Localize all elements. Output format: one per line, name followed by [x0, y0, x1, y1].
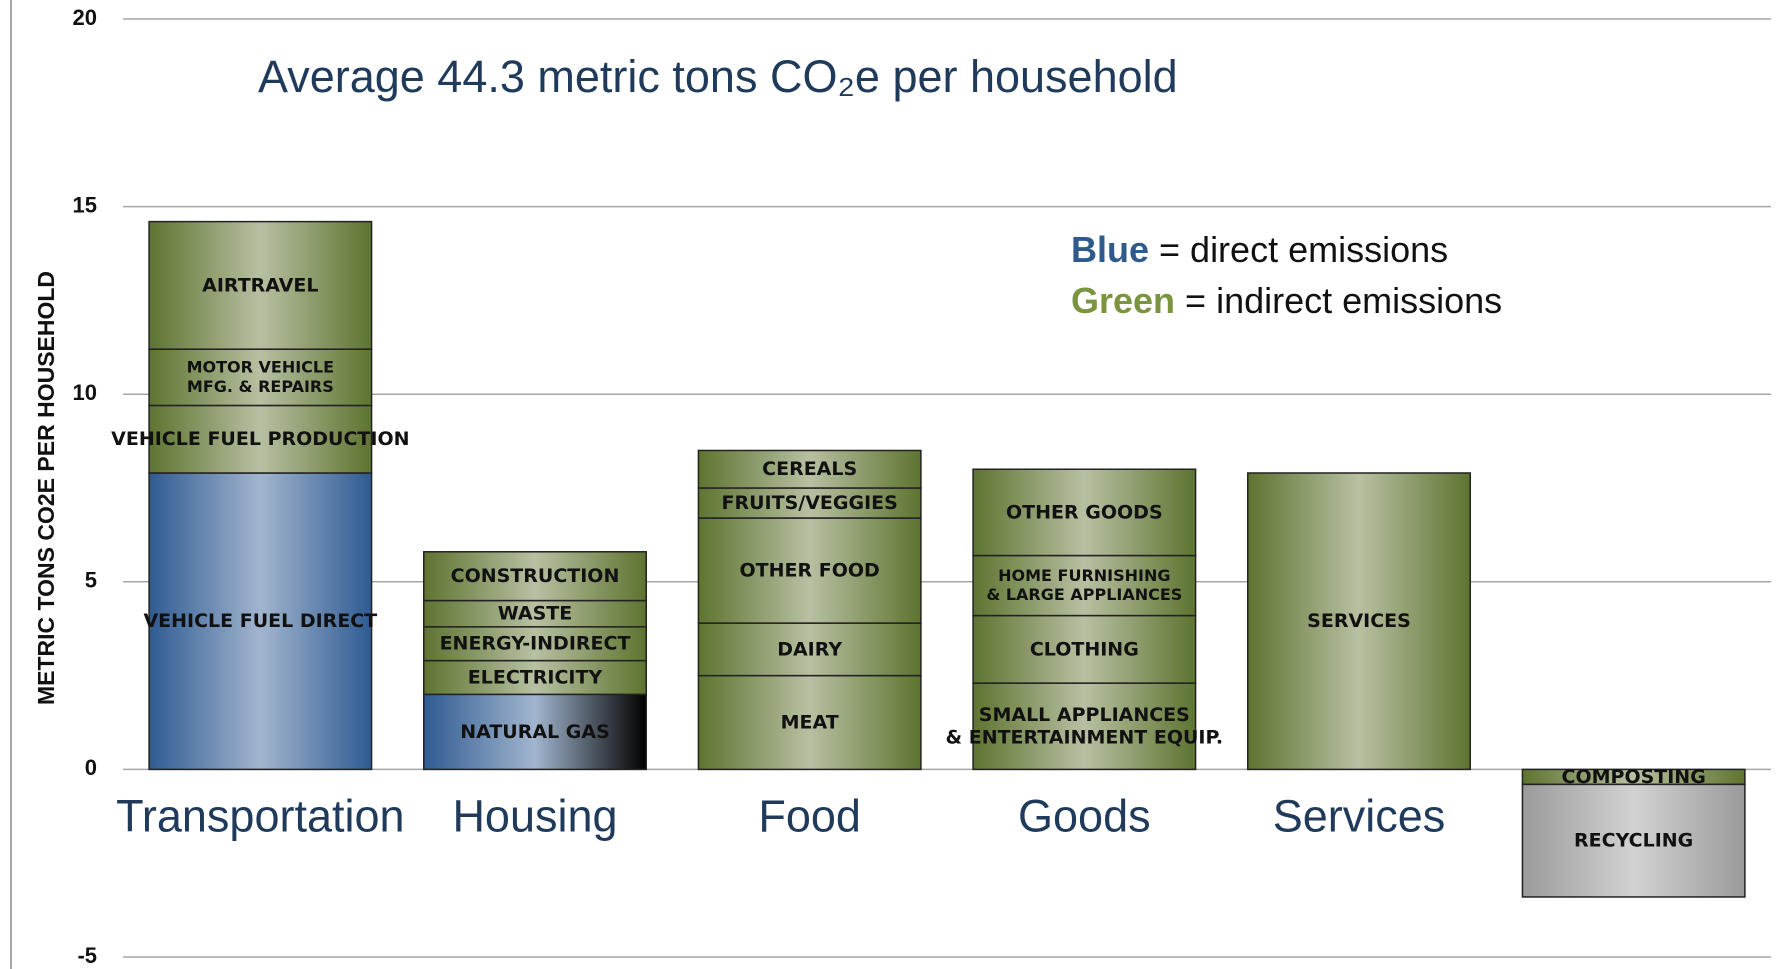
legend-text: = direct emissions — [1159, 229, 1448, 270]
segment-label: COMPOSTING — [1562, 765, 1706, 787]
bar-segment — [697, 674, 922, 771]
bar-segment — [423, 599, 647, 628]
segment-label: VEHICLE FUEL PRODUCTION — [111, 428, 409, 450]
segment-label-line: VEHICLE FUEL PRODUCTION — [111, 428, 409, 450]
segment-label: VEHICLE FUEL DIRECT — [143, 610, 377, 632]
segment-label-line: ENERGY-INDIRECT — [440, 632, 631, 654]
segment-label: SMALL APPLIANCES & ENTERTAINMENT EQUIP. — [946, 703, 1224, 748]
x-tick-label: Goods — [1018, 790, 1151, 841]
y-tick-label: 20 — [73, 5, 97, 30]
segment-label-line: NATURAL GAS — [460, 720, 610, 742]
segment-label-line: AIRTRAVEL — [202, 274, 318, 296]
segment-label-line: ELECTRICITY — [468, 666, 603, 688]
segment-label: MOTOR VEHICLE MFG. & REPAIRS — [187, 357, 334, 395]
segment-label: HOME FURNISHING & LARGE APPLIANCES — [986, 565, 1182, 603]
segment-label: RECYCLING — [1574, 829, 1693, 851]
segment-label-line: OTHER GOODS — [1006, 501, 1163, 523]
segment-label: DAIRY — [777, 638, 842, 660]
segment-label: OTHER FOOD — [740, 559, 880, 581]
segment-label-line: DAIRY — [777, 638, 842, 660]
bar-segment — [423, 551, 647, 602]
bar-segment — [423, 626, 647, 662]
y-tick-label: 0 — [85, 755, 97, 780]
legend-key: Green — [1071, 280, 1175, 321]
segment-label-line: & ENTERTAINMENT EQUIP. — [946, 726, 1224, 748]
segment-label: MEAT — [781, 711, 839, 733]
bar-segment — [148, 404, 373, 474]
segment-label-line: MFG. & REPAIRS — [187, 376, 334, 395]
legend-entry: Green = indirect emissions — [1071, 280, 1502, 321]
segment-label: CEREALS — [762, 458, 857, 480]
segment-label: OTHER GOODS — [1006, 501, 1163, 523]
segment-label: FRUITS/VEGGIES — [722, 492, 898, 514]
bar-segment — [972, 554, 1197, 617]
segment-label: AIRTRAVEL — [202, 274, 318, 296]
segment-label-line: COMPOSTING — [1562, 765, 1706, 787]
bar-segment — [697, 517, 922, 624]
legend-key: Blue — [1071, 229, 1149, 270]
segment-label: CLOTHING — [1030, 638, 1139, 660]
segment-label-line: SMALL APPLIANCES — [979, 703, 1190, 725]
segment-label: CONSTRUCTION — [451, 565, 620, 587]
segment-label-line: RECYCLING — [1574, 829, 1693, 851]
segment-label-line: CONSTRUCTION — [451, 565, 620, 587]
bar-segment — [972, 682, 1197, 771]
y-tick-label: 15 — [73, 192, 97, 217]
segment-label-line: MEAT — [781, 711, 839, 733]
bar-segment — [423, 693, 647, 771]
y-axis-label: METRIC TONS CO2E PER HOUSEHOLD — [33, 271, 59, 705]
bar-segment — [1521, 783, 1746, 898]
segment-label: WASTE — [498, 602, 572, 624]
segment-label-line: OTHER FOOD — [740, 559, 880, 581]
segment-label-line: CLOTHING — [1030, 638, 1139, 660]
legend-entry: Blue = direct emissions — [1071, 229, 1448, 270]
bar-segment — [972, 614, 1197, 684]
bar-segment — [697, 622, 922, 677]
segment-label-line: VEHICLE FUEL DIRECT — [143, 610, 377, 632]
bar-segment — [423, 659, 647, 696]
bar-segment — [1247, 472, 1471, 771]
bar-segment — [148, 472, 373, 771]
bar-segment — [697, 487, 922, 519]
segment-label: ELECTRICITY — [468, 666, 603, 688]
bar-segment — [148, 348, 373, 407]
segment-label: ENERGY-INDIRECT — [440, 632, 631, 654]
segment-label: NATURAL GAS — [460, 720, 610, 742]
y-tick-label: 10 — [73, 380, 97, 405]
segment-label: SERVICES — [1307, 610, 1411, 632]
bar-segment — [697, 449, 922, 489]
y-tick-label: 5 — [85, 568, 97, 593]
segment-label-line: & LARGE APPLIANCES — [986, 585, 1182, 604]
segment-label-line: HOME FURNISHING — [998, 565, 1170, 584]
bar-segment — [148, 220, 373, 350]
x-tick-label: Services — [1273, 790, 1446, 841]
segment-label-line: MOTOR VEHICLE — [187, 357, 334, 376]
legend-text: = indirect emissions — [1185, 280, 1502, 321]
x-tick-label: Transportation — [116, 790, 404, 841]
y-tick-label: -5 — [77, 943, 97, 968]
chart-title: Average 44.3 metric tons CO₂e per househ… — [258, 51, 1178, 102]
segment-label-line: SERVICES — [1307, 610, 1411, 632]
segment-label-line: CEREALS — [762, 458, 857, 480]
segment-label-line: FRUITS/VEGGIES — [722, 492, 898, 514]
x-tick-label: Housing — [452, 790, 617, 841]
segment-label-line: WASTE — [498, 602, 572, 624]
bar-segment — [972, 468, 1197, 557]
x-tick-label: Food — [758, 790, 861, 841]
